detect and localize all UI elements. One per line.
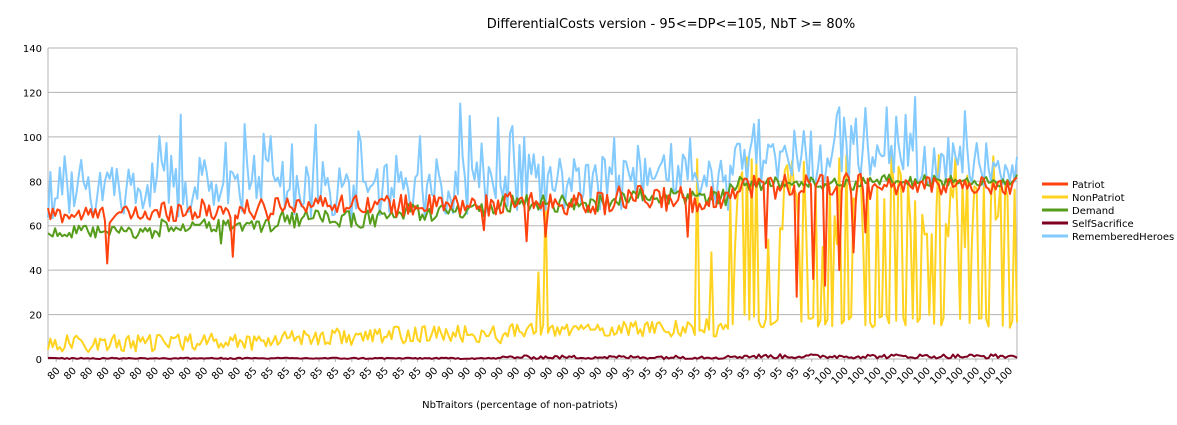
series-lines (47, 96, 1018, 360)
y-axis-ticks: 0 20 40 60 80 100 120 140 (23, 44, 42, 366)
x-tick-label: 90 (555, 366, 572, 383)
x-tick-label: 95 (768, 366, 785, 383)
x-tick-label: 95 (703, 366, 720, 383)
x-tick-label: 100 (994, 366, 1015, 387)
x-tick-label: 80 (177, 366, 194, 383)
x-tick-label: 90 (588, 366, 605, 383)
series-line-nonpatriot (47, 154, 1018, 353)
y-tick-label: 20 (29, 311, 42, 322)
x-tick-label: 90 (604, 366, 621, 383)
x-tick-label: 85 (309, 366, 326, 383)
x-tick-label: 90 (424, 366, 441, 383)
y-tick-label: 80 (29, 177, 42, 188)
y-tick-label: 40 (29, 266, 42, 277)
legend-label: Demand (1072, 206, 1114, 217)
x-tick-label: 80 (79, 366, 96, 383)
x-tick-label: 85 (407, 366, 424, 383)
legend: Patriot NonPatriot Demand SelfSacrifice Reme… (1042, 180, 1174, 243)
y-tick-label: 100 (23, 133, 42, 144)
x-tick-label: 85 (259, 366, 276, 383)
x-tick-label: 95 (736, 366, 753, 383)
x-tick-label: 95 (621, 366, 638, 383)
x-tick-label: 85 (276, 366, 293, 383)
chart-title: DifferentialCosts version - 95<=DP<=105,… (487, 17, 855, 32)
x-tick-label: 85 (391, 366, 408, 383)
y-tick-label: 140 (23, 44, 42, 55)
x-tick-label: 95 (670, 366, 687, 383)
x-tick-label: 90 (473, 366, 490, 383)
x-axis-ticks: 80 80 80 80 80 80 80 80 80 80 80 80 85 85 85 85 85 85 85 85… (46, 359, 1015, 387)
x-tick-label: 90 (571, 366, 588, 383)
legend-label: RememberedHeroes (1072, 232, 1174, 243)
legend-label: SelfSacrifice (1072, 219, 1134, 230)
legend-label: Patriot (1072, 180, 1105, 191)
y-tick-label: 60 (29, 222, 42, 233)
y-tick-label: 120 (23, 88, 42, 99)
series-line-rememberedheroes (47, 96, 1018, 220)
x-tick-label: 85 (374, 366, 391, 383)
x-tick-label: 95 (637, 366, 654, 383)
x-tick-label: 80 (194, 366, 211, 383)
x-tick-label: 80 (210, 366, 227, 383)
legend-label: NonPatriot (1072, 193, 1125, 204)
x-tick-label: 95 (653, 366, 670, 383)
x-tick-label: 85 (292, 366, 309, 383)
x-tick-label: 80 (111, 366, 128, 383)
x-tick-label: 85 (341, 366, 358, 383)
x-tick-label: 80 (144, 366, 161, 383)
x-tick-label: 85 (243, 366, 260, 383)
x-tick-label: 90 (456, 366, 473, 383)
x-tick-label: 85 (358, 366, 375, 383)
x-tick-label: 95 (719, 366, 736, 383)
x-tick-label: 85 (325, 366, 342, 383)
x-tick-label: 95 (785, 366, 802, 383)
x-tick-label: 95 (686, 366, 703, 383)
series-line-selfsacrifice (47, 353, 1018, 360)
x-tick-label: 90 (440, 366, 457, 383)
y-tick-label: 0 (36, 355, 42, 366)
x-tick-label: 80 (128, 366, 145, 383)
x-tick-label: 90 (539, 366, 556, 383)
x-tick-label: 80 (161, 366, 178, 383)
series-line-patriot (47, 172, 1018, 298)
x-tick-label: 80 (95, 366, 112, 383)
x-axis-label: NbTraitors (percentage of non-patriots) (422, 400, 618, 411)
x-tick-label: 80 (226, 366, 243, 383)
x-tick-label: 80 (62, 366, 79, 383)
x-tick-label: 90 (489, 366, 506, 383)
x-tick-label: 95 (752, 366, 769, 383)
x-tick-label: 90 (506, 366, 523, 383)
series-line-demand (47, 173, 1018, 245)
x-tick-label: 80 (46, 366, 63, 383)
x-tick-label: 90 (522, 366, 539, 383)
